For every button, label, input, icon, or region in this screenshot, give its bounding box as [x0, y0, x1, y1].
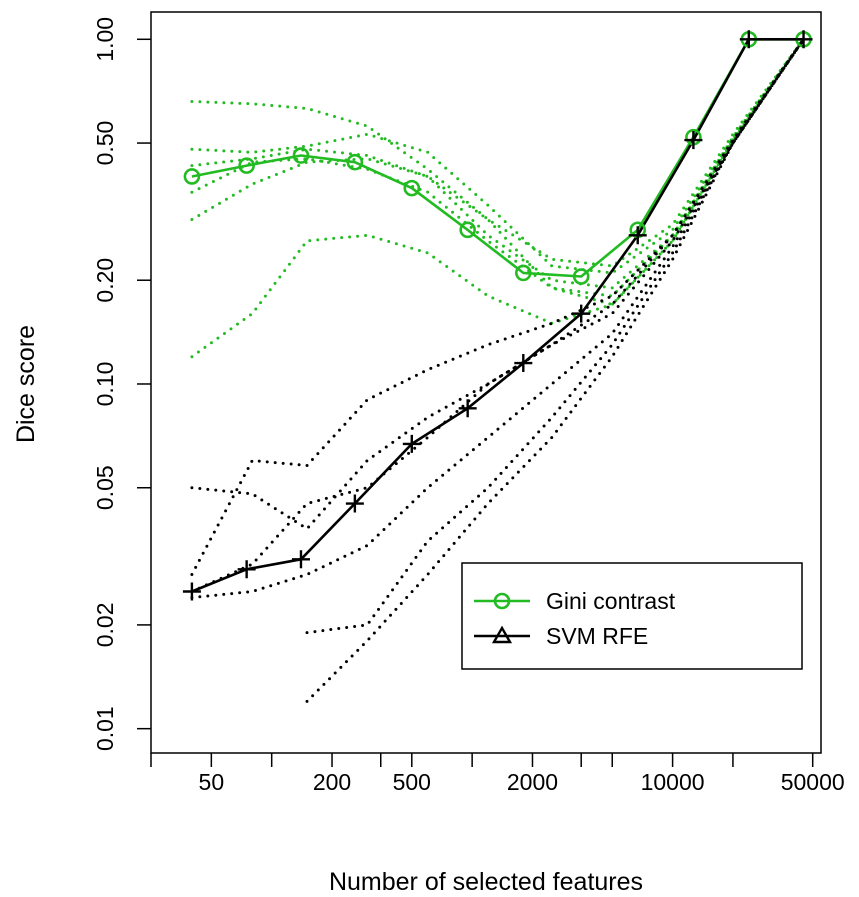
series-1-point-1 [183, 168, 201, 185]
replicate-line-3 [190, 37, 805, 290]
x-tick-label-1: 50 [199, 769, 225, 795]
replicate-line-1 [190, 37, 805, 268]
series-1-point-5 [403, 179, 421, 197]
series-2-point-5 [402, 434, 421, 453]
series-lines [191, 37, 804, 593]
series-2-point-2 [237, 560, 256, 579]
legend-label-2: SVM RFE [546, 623, 648, 649]
series-2-point-10 [684, 131, 703, 150]
y-axis: 0.01 0.02 0.05 0.10 0.20 0.50 1.00 [92, 17, 151, 751]
replicate-line-12 [305, 37, 805, 703]
x-axis: 50 200 500 2000 10000 50000 [150, 753, 845, 795]
series-2-point-3 [291, 550, 310, 569]
series-1-point-3 [292, 147, 310, 164]
y-tick-label-4: 0.10 [92, 362, 118, 407]
replicate-line-8 [190, 37, 805, 576]
replicate-lines [190, 37, 805, 703]
replicate-line-4 [190, 37, 805, 298]
y-tick-label-1: 0.01 [92, 706, 118, 751]
x-axis-title: Number of selected features [329, 868, 643, 896]
series-1-point-6 [459, 221, 476, 239]
legend-box [461, 562, 803, 670]
replicate-line-9 [190, 37, 805, 593]
series-2-point-12 [794, 30, 813, 49]
y-tick-label-2: 0.02 [92, 603, 118, 648]
series-2-point-1 [182, 582, 201, 601]
series-2-point-6 [458, 399, 477, 418]
series-2-point-7 [514, 354, 533, 373]
x-tick-label-3: 500 [393, 769, 431, 795]
y-tick-label-6: 0.50 [92, 121, 118, 166]
series-2-point-8 [572, 304, 591, 323]
series-2-point-9 [628, 226, 647, 245]
x-tick-label-2: 200 [313, 769, 351, 795]
legend-marker-2 [491, 625, 513, 644]
x-tick-label-6: 50000 [781, 769, 845, 795]
replicate-line-11 [305, 37, 805, 635]
y-axis-title: Dice score [12, 325, 40, 443]
plot-frame [150, 11, 822, 754]
replicate-line-10 [190, 37, 805, 600]
x-tick-label-5: 10000 [641, 769, 705, 795]
y-tick-label-5: 0.20 [92, 258, 118, 303]
y-tick-label-7: 1.00 [92, 17, 118, 62]
series-1-point-7 [515, 264, 532, 282]
series-2-point-11 [739, 30, 758, 49]
series-1-point-2 [238, 157, 255, 174]
series-markers [182, 30, 813, 601]
x-tick-label-4: 2000 [507, 769, 558, 795]
replicate-line-6 [190, 37, 805, 359]
legend-marker-1 [493, 592, 511, 610]
legend-label-1: Gini contrast [546, 588, 676, 614]
replicate-line-7 [190, 37, 805, 531]
series-2-point-4 [345, 494, 364, 513]
series-1-point-8 [572, 268, 590, 285]
replicate-line-2 [190, 37, 805, 275]
series-1-point-4 [346, 153, 364, 171]
legend: Gini contrast SVM RFE [461, 562, 803, 670]
series-line-2 [191, 37, 804, 593]
replicate-line-5 [190, 37, 805, 307]
y-tick-label-3: 0.05 [92, 465, 118, 510]
